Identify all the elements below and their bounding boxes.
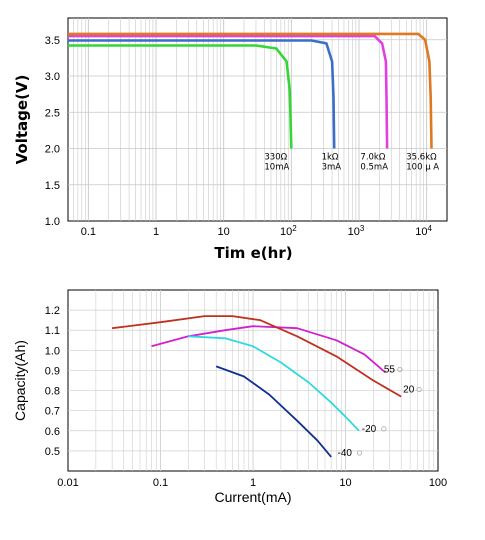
voltage-time-chart: 1.0 1.5 2.0 2.5 3.0 3.5 0.1 1 10 102 103 104 Tim e(h… [13,17,448,262]
degree-mark [397,366,403,373]
y-tick-label: 1.0 [45,345,60,357]
y-tick-label: 2.5 [45,107,60,119]
y-tick-label: 0.7 [45,406,60,418]
x-tick-label: 1 [250,477,256,489]
series-line-1 [111,315,402,398]
capacity-current-chart: 0.5 0.6 0.7 0.8 0.9 1.0 1.1 1.2 0.01 0.1 1 10 100 Cur… [12,289,447,505]
y-tick-label: 3.0 [45,71,60,83]
annotation-label: 330Ω 10mA [264,152,289,172]
y-tick-label: 1.1 [45,325,60,337]
y-tick-label: 1.2 [45,305,60,317]
x-tick-label: 103 [348,224,365,238]
x-tick-label: 1 [153,226,159,238]
annotation-label: 1kΩ 3mA [322,152,342,172]
x-tick-label: 0.1 [153,477,168,489]
series-line-1 [68,39,336,149]
y-tick-label: 0.5 [45,446,60,458]
y-tick-label: 1.0 [45,216,60,228]
annotation-label: 35.6kΩ 100 μ A [406,152,439,172]
y-tick-label: 2.0 [45,144,60,156]
y-tick-label: 0.6 [45,426,60,438]
y-tick-label: 0.9 [45,365,60,377]
annotation-label: -40 [338,448,353,459]
degree-mark [356,450,363,456]
plot-area [67,17,448,222]
x-tick-label: 100 [429,477,447,489]
x-tick-label: 0.01 [57,477,78,489]
annotation-label: 20 [403,385,415,396]
x-axis-title: Tim e(hr) [214,244,292,262]
y-tick-label: 1.5 [45,180,60,192]
x-tick-label: 0.1 [81,226,96,238]
y-axis-title: Capacity(Ah) [12,340,28,421]
y-tick-label: 3.5 [45,35,60,47]
annotation-label: 55 [384,364,396,375]
series-line-3 [68,32,433,149]
x-tick-label: 10 [218,226,230,238]
annotation-label: 7.0kΩ 0.5mA [360,152,388,172]
degree-mark [416,386,422,393]
degree-mark [381,426,387,432]
x-axis-title: Current(mA) [214,489,291,505]
x-tick-label: 10 [339,477,351,489]
series-line-2 [68,34,389,149]
x-tick-label: 102 [280,224,297,238]
series-line-3 [215,365,332,458]
y-axis-title: Voltage(V) [13,75,31,165]
x-tick-label: 104 [415,224,432,238]
series-line-2 [188,335,360,432]
y-tick-label: 0.8 [45,386,60,398]
annotation-label: -20 [362,424,377,435]
series-line-0 [68,44,293,149]
